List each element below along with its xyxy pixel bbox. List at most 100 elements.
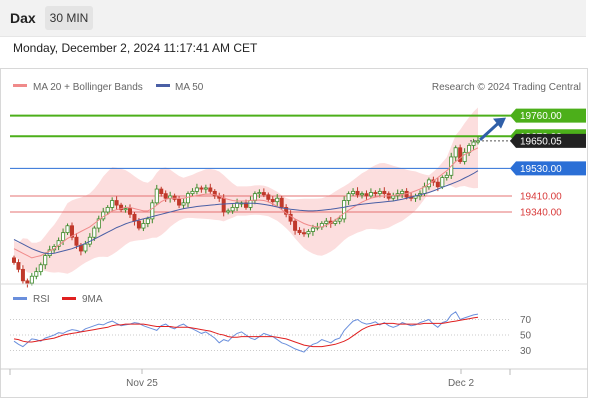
candle <box>373 190 378 197</box>
legend-ma20-label: MA 20 + Bollinger Bands <box>33 82 143 93</box>
header-bar: Dax 30 MIN <box>0 0 586 37</box>
target-arrow <box>478 117 506 141</box>
candle <box>462 148 467 165</box>
candle <box>123 205 128 213</box>
rsi-ma9-line <box>13 316 479 348</box>
candle <box>70 222 75 241</box>
candle <box>119 202 124 212</box>
rsi-tick-label: 30 <box>520 346 532 357</box>
candle <box>453 145 458 162</box>
arrow-head <box>493 117 506 129</box>
candle <box>163 190 168 202</box>
arrow-shaft <box>478 120 502 141</box>
timeframe-selector[interactable]: 30 MIN <box>45 6 93 30</box>
candle <box>29 273 34 286</box>
bollinger-band-area <box>14 107 478 274</box>
candle <box>141 219 146 232</box>
legend-ma50-swatch <box>156 84 170 87</box>
candle <box>266 192 271 203</box>
candle <box>364 190 369 201</box>
candle <box>110 197 115 212</box>
level-labels: 19760.0019670.0019650.0519530.0019410.00… <box>510 108 586 219</box>
candle <box>11 255 16 265</box>
candle <box>92 225 97 241</box>
candle <box>38 262 43 276</box>
candle <box>185 191 190 208</box>
legend-rsi9-label: 9MA <box>82 294 103 305</box>
chart-frame <box>0 68 588 398</box>
candle <box>230 204 235 214</box>
candle <box>226 208 231 215</box>
rsi-line <box>13 311 479 353</box>
candle <box>359 191 364 199</box>
candle <box>181 198 186 209</box>
ma20-line <box>13 147 479 259</box>
candle <box>297 227 302 235</box>
candle <box>346 191 351 205</box>
candle <box>293 218 298 235</box>
candle <box>377 188 382 198</box>
x-tick-label: Nov 25 <box>126 378 158 389</box>
level-tag-2 <box>510 133 586 148</box>
candle <box>25 278 30 288</box>
level-label-0: 19760.00 <box>520 111 562 122</box>
candle <box>74 233 79 249</box>
candle <box>194 183 199 195</box>
legend-ma50-label: MA 50 <box>175 82 204 93</box>
ma50-line <box>13 170 479 255</box>
level-label-3: 19530.00 <box>520 164 562 175</box>
candle <box>159 186 164 197</box>
level-label-4: 19410.00 <box>520 191 562 202</box>
key-levels <box>10 114 512 213</box>
candle <box>301 228 306 237</box>
x-axis-ticks: Nov 25 Dec 2 <box>126 369 474 389</box>
candle <box>190 188 195 196</box>
candle <box>471 138 476 150</box>
candle <box>475 136 480 145</box>
candle <box>199 185 204 193</box>
candle <box>105 205 110 215</box>
legend-rsi-label: RSI <box>33 294 50 305</box>
candle <box>20 265 25 285</box>
timestamp: Monday, December 2, 2024 11:17:41 AM CET <box>13 41 258 55</box>
rsi-tick-label: 50 <box>520 331 532 342</box>
candle <box>342 196 347 223</box>
legend-rsi9-swatch <box>62 297 76 300</box>
candle <box>127 204 132 218</box>
rsi-indicator: 70 50 30 <box>10 311 532 357</box>
candle <box>208 183 213 194</box>
candle <box>150 199 155 224</box>
instrument-name: Dax <box>10 10 36 26</box>
candle <box>257 189 262 199</box>
level-tag-3 <box>510 161 586 176</box>
candle <box>96 215 101 233</box>
candle <box>154 184 159 206</box>
x-tick-label: Dec 2 <box>448 378 475 389</box>
candle <box>172 193 177 202</box>
candle <box>275 194 280 207</box>
candle <box>16 259 21 273</box>
candle <box>65 223 70 235</box>
candle <box>261 188 266 198</box>
candle <box>284 204 289 218</box>
candle <box>43 252 48 270</box>
candle <box>368 188 373 199</box>
candle <box>47 245 52 258</box>
candle <box>351 188 356 196</box>
bollinger-bands <box>14 107 478 274</box>
legend-ma20-swatch <box>13 84 27 87</box>
candle <box>212 189 217 199</box>
candle <box>114 196 119 210</box>
candle <box>355 187 360 198</box>
level-label-2: 19650.05 <box>520 136 562 147</box>
candle <box>34 267 39 280</box>
level-tag-0 <box>510 108 586 123</box>
rsi-tick-label: 70 <box>520 315 532 326</box>
candle <box>458 144 463 164</box>
candle <box>400 189 405 199</box>
credit-text: Research © 2024 Trading Central <box>432 82 581 93</box>
legend-rsi-swatch <box>13 297 27 300</box>
candle <box>145 216 150 228</box>
moving-averages <box>13 147 479 259</box>
